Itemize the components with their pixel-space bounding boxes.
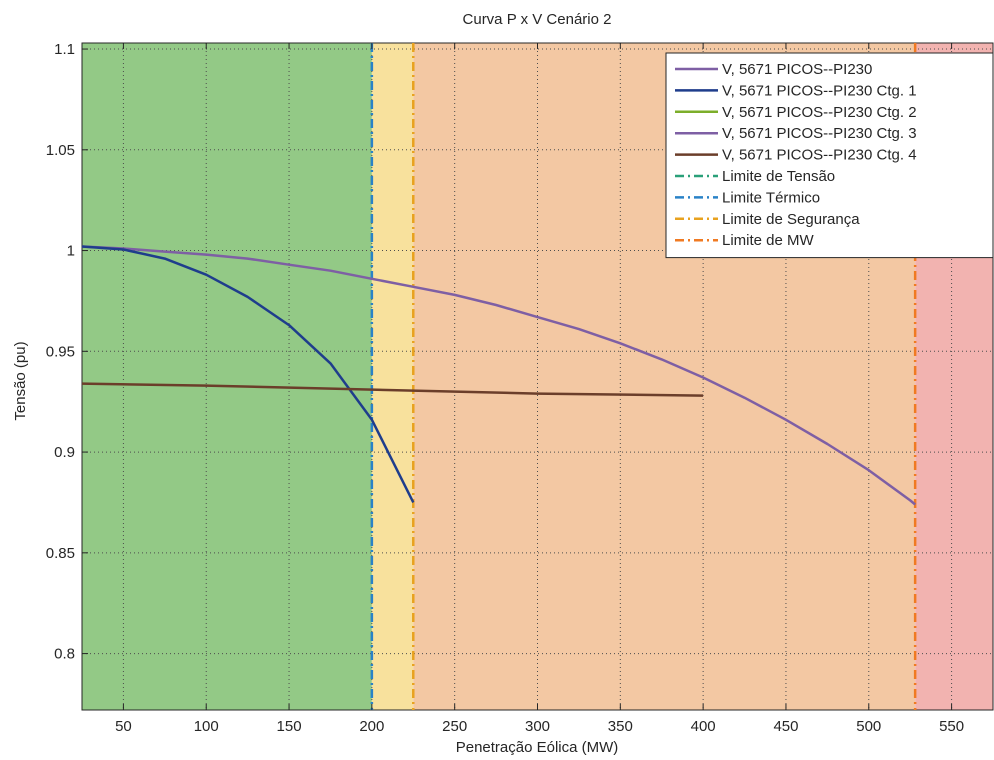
legend-label: Limite Térmico <box>722 189 820 206</box>
y-tick-label: 0.85 <box>46 545 75 562</box>
series-lines <box>81 245 916 506</box>
x-tick-label: 300 <box>525 718 550 735</box>
limit-lines <box>370 43 917 710</box>
x-tick-label: 250 <box>442 718 467 735</box>
legend-label: V, 5671 PICOS--PI230 Ctg. 2 <box>722 104 917 121</box>
legend-label: Limite de Tensão <box>722 168 835 185</box>
legend-label: Limite de MW <box>722 232 815 249</box>
region-thermal <box>371 43 414 710</box>
chart-title: Curva P x V Cenário 2 <box>463 11 612 28</box>
y-tick-label: 1 <box>67 243 75 260</box>
legend-label: V, 5671 PICOS--PI230 Ctg. 1 <box>722 82 917 99</box>
series-line-0 <box>81 245 916 506</box>
legend-label: V, 5671 PICOS--PI230 Ctg. 3 <box>722 125 917 142</box>
x-axis-ticks: 50 100 150 200 250 300 350 400 450 500 550 <box>115 43 964 735</box>
x-tick-label: 500 <box>856 718 881 735</box>
x-tick-label: 550 <box>939 718 964 735</box>
y-tick-label: 0.8 <box>54 646 75 663</box>
y-axis-ticks: 0.8 0.85 0.9 0.95 1 1.05 1.1 <box>46 41 88 663</box>
legend-label: V, 5671 PICOS--PI230 <box>722 61 872 78</box>
x-tick-label: 150 <box>277 718 302 735</box>
legend-label: Limite de Segurança <box>722 211 860 228</box>
x-axis-title: Penetração Eólica (MW) <box>456 739 619 756</box>
x-tick-label: 100 <box>194 718 219 735</box>
y-tick-label: 1.05 <box>46 142 75 159</box>
x-tick-label: 200 <box>359 718 384 735</box>
legend-box <box>665 52 994 259</box>
region-voltage-safe <box>82 43 372 710</box>
series-line-1 <box>81 245 415 503</box>
y-tick-label: 0.95 <box>46 343 75 360</box>
x-tick-label: 400 <box>691 718 716 735</box>
x-tick-label: 450 <box>773 718 798 735</box>
x-tick-label: 50 <box>115 718 132 735</box>
y-tick-label: 0.9 <box>54 444 75 461</box>
x-tick-label: 350 <box>608 718 633 735</box>
y-axis-title: Tensão (pu) <box>12 341 29 420</box>
y-tick-label: 1.1 <box>54 41 75 58</box>
series-line-4 <box>81 382 704 397</box>
legend-label: V, 5671 PICOS--PI230 Ctg. 4 <box>722 147 917 164</box>
legend: V, 5671 PICOS--PI230 V, 5671 PICOS--PI230… <box>665 52 994 259</box>
